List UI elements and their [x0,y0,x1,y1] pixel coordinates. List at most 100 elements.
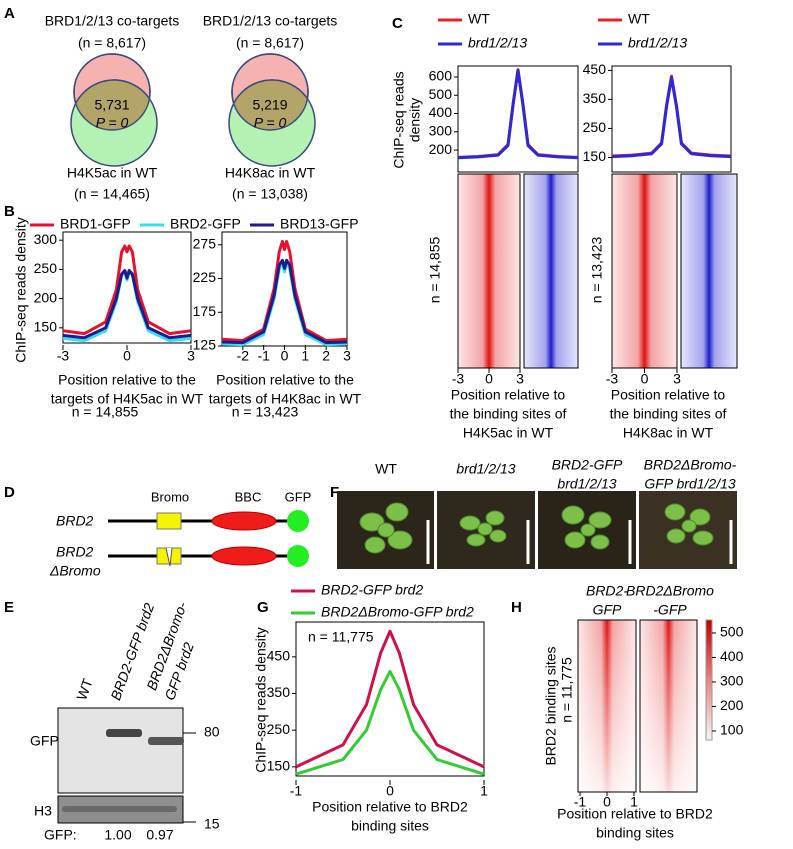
legend-label: BRD1-GFP [60,216,131,232]
colorbar-label: 400 [720,648,744,664]
panel-letter: F [330,484,339,501]
x-tick-label: 0 [386,783,394,799]
line-series [221,261,348,347]
x-tick-label: -1 [290,783,303,799]
y-axis-label: ChIP-seq reads density [13,217,29,363]
venn-label: (n = 14,465) [74,186,150,202]
annotation: n = 11,775 [559,657,575,723]
x-axis-label: Position relative to the [216,372,354,388]
line-series [295,629,485,769]
x-tick-label: 1 [630,794,638,810]
venn-overlap-count: 5,731 [94,97,129,113]
venn-p: P = 0 [96,115,129,131]
line-series [611,76,732,159]
construct-label: BRD2 [56,544,94,560]
legend-label: WT [628,11,650,27]
plot-frame [457,65,579,173]
heatmap [577,619,698,793]
line-series [62,270,192,343]
y-tick-label: 500 [429,86,453,102]
blot-label: GFP [30,733,59,749]
colorbar-label: 100 [720,722,744,738]
x-tick-label: -3 [606,371,619,387]
genotype-label: brd1/2/13 [456,461,515,477]
legend-label: brd1/2/13 [468,35,527,51]
y-tick-label: 350 [583,90,607,106]
venn-overlap [232,79,308,130]
quant-label: GFP: [44,827,77,843]
x-tick-label: 2 [322,348,330,364]
colorbar-label: 200 [720,697,744,713]
panel-letter: C [392,15,403,32]
x-tick-label: 3 [673,371,681,387]
x-tick-label: 0 [603,794,611,810]
y-tick-label: 300 [429,122,453,138]
x-tick-label: 0 [281,348,289,364]
legend-label: BRD2-GFP [170,216,241,232]
column-label: GFP [593,602,622,618]
colorbar-label: 300 [720,673,744,689]
plant-photos [337,491,737,569]
y-tick-label: 150 [583,148,607,164]
x-tick-label: -3 [452,371,465,387]
genotype-label: GFP brd1/2/13 [644,476,736,492]
y-tick-label: 250 [34,260,58,276]
construct-label: BRD2 [56,513,94,529]
venn-label: H4K8ac in WT [225,165,316,181]
legend-label: BRD13-GFP [280,216,359,232]
x-axis-label: binding sites [596,825,674,841]
venn-title: BRD1/2/13 co-targets [45,13,180,29]
x-axis-label: Position relative to BRD2 [557,806,713,822]
column-label: -GFP [653,602,687,618]
x-axis-label: H4K5ac in WT [463,425,554,441]
line-series [221,258,348,345]
venn-title: (n = 8,617) [236,35,304,51]
column-label: BRD2ΔBromo [626,583,714,599]
genotype-label: brd1/2/13 [557,476,616,492]
domain-label: BBC [235,489,262,504]
y-tick-label: 250 [583,119,607,135]
colorbar-label: 500 [720,624,744,640]
y-tick-label: 450 [267,648,291,664]
x-axis-label: Position relative to the [58,372,196,388]
plot-frame [62,231,192,344]
y-tick-label: 275 [193,236,217,252]
x-axis-label: Position relative to BRD2 [312,799,468,815]
venn-label: H4K5ac in WT [67,165,158,181]
x-axis-label: targets of H4K8ac in WT [209,391,362,407]
x-tick-label: -3 [57,348,70,364]
y-tick-label: 400 [429,104,453,120]
legend-label: WT [468,11,490,27]
x-axis-label: the binding sites of [610,406,727,422]
line-series [611,74,732,158]
y-axis-label: BRD2 binding sites [543,646,559,765]
x-axis-label: binding sites [351,818,429,834]
heatmap [680,173,738,369]
y-tick-label: 125 [193,337,217,353]
x-tick-label: 3 [516,371,524,387]
quant-value: 0.97 [146,827,173,843]
y-tick-label: 600 [429,68,453,84]
plot-frame [611,65,732,173]
annotation: n = 13,423 [589,237,605,304]
column-label: BRD2- [586,583,628,599]
venn: BRD1/2/13 co-targets (n = 8,617) 5,219 P… [203,13,338,202]
panel-letter: E [4,599,14,616]
line-series [221,239,348,343]
line-series [295,670,485,776]
colorbar [705,619,713,741]
x-tick-label: 3 [343,348,351,364]
blot-label: H3 [34,803,52,819]
x-axis-label: Position relative to [611,387,726,403]
x-axis-label: Position relative to [451,387,566,403]
heatmap [611,173,678,369]
y-axis-label: ChIP-seq reads [391,71,407,168]
marker-label: 15 [204,816,220,832]
y-tick-label: 150 [267,758,291,774]
x-axis-label: targets of H4K5ac in WT [51,391,204,407]
annotation: n = 11,775 [308,629,374,645]
legend-label: BRD2ΔBromo-GFP brd2 [321,604,474,620]
panel-letter: D [4,484,15,501]
annotation: n = 14,855 [72,404,139,420]
